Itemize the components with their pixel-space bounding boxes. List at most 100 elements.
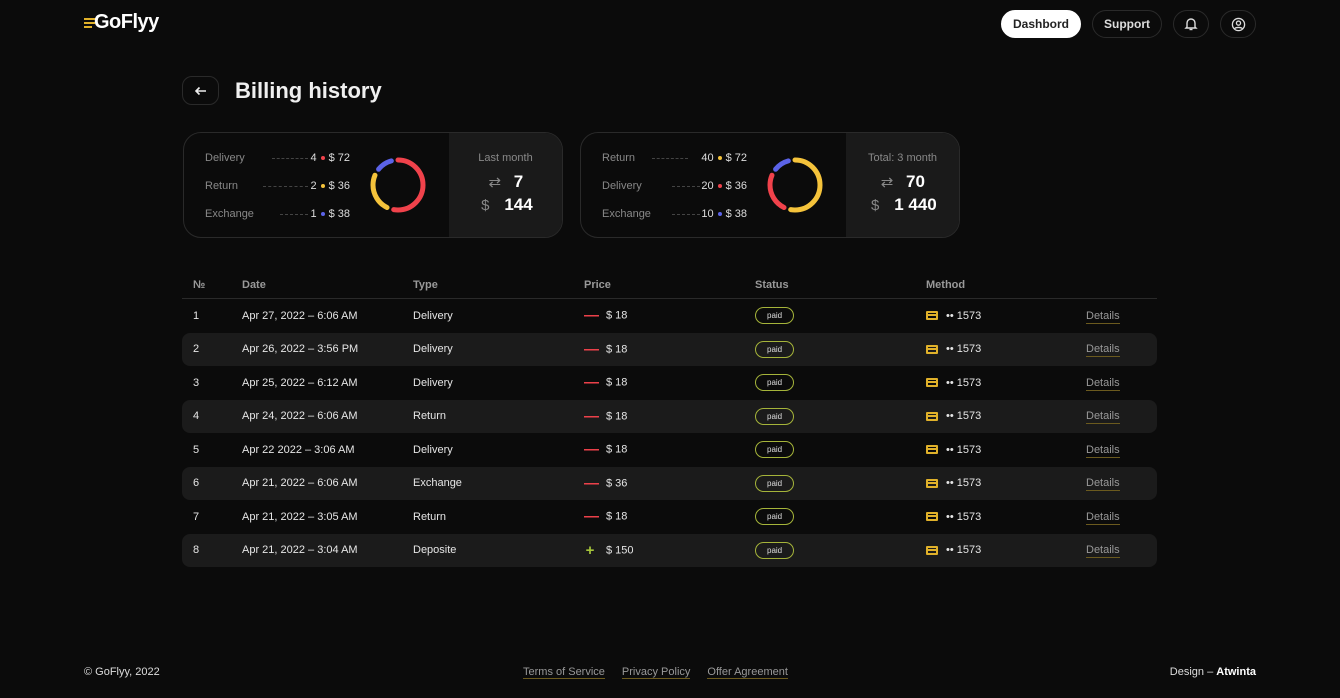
details-link[interactable]: Details bbox=[1086, 544, 1120, 559]
legend-label: Exchange bbox=[205, 208, 254, 220]
row-number: 7 bbox=[193, 510, 200, 523]
row-method: •• 1573 bbox=[946, 510, 982, 523]
details-link[interactable]: Details bbox=[1086, 343, 1120, 358]
legend-label: Return bbox=[205, 180, 239, 192]
row-type: Return bbox=[413, 399, 584, 433]
donut-segment bbox=[370, 157, 426, 213]
table-row: 3 Apr 25, 2022 – 6:12 AM Delivery — $ 18 … bbox=[182, 366, 1157, 400]
legend-label: Return bbox=[602, 152, 636, 164]
legend-item: Exchange 1 $ 38 bbox=[205, 208, 350, 222]
row-number: 1 bbox=[193, 309, 200, 322]
dashed-leader bbox=[263, 186, 308, 187]
details-link[interactable]: Details bbox=[1086, 309, 1120, 324]
dollar-icon: $ bbox=[481, 196, 490, 214]
support-button[interactable]: Support bbox=[1092, 10, 1162, 38]
row-price: $ 36 bbox=[606, 477, 628, 490]
details-link[interactable]: Details bbox=[1086, 410, 1120, 425]
status-badge: paid bbox=[755, 508, 795, 526]
row-price: $ 18 bbox=[606, 410, 628, 423]
row-type: Delivery bbox=[413, 332, 584, 366]
donut-chart bbox=[370, 157, 426, 213]
minus-icon: — bbox=[584, 340, 599, 358]
details-link[interactable]: Details bbox=[1086, 510, 1120, 525]
offer-link[interactable]: Offer Agreement bbox=[707, 666, 788, 679]
top-nav: Dashbord Support bbox=[1000, 10, 1256, 38]
dashed-leader bbox=[672, 214, 700, 215]
details-link[interactable]: Details bbox=[1086, 376, 1120, 391]
row-date: Apr 25, 2022 – 6:12 AM bbox=[242, 376, 358, 389]
row-date: Apr 22 2022 – 3:06 AM bbox=[242, 443, 355, 456]
legend-price: $ 38 bbox=[328, 208, 350, 220]
logo[interactable]: GoFlyy bbox=[84, 11, 159, 34]
design-credit[interactable]: Design – Atwinta bbox=[1169, 666, 1256, 678]
minus-icon: — bbox=[584, 307, 599, 325]
row-number: 8 bbox=[182, 533, 242, 567]
row-type: Delivery bbox=[413, 443, 453, 456]
row-type: Deposite bbox=[413, 533, 584, 567]
profile-button[interactable] bbox=[1220, 10, 1256, 38]
credit-card-icon bbox=[926, 545, 938, 555]
row-date: Apr 21, 2022 – 3:04 AM bbox=[242, 533, 413, 567]
row-method: •• 1573 bbox=[946, 443, 982, 456]
notifications-button[interactable] bbox=[1173, 10, 1209, 38]
credit-card-icon bbox=[926, 512, 938, 522]
legend-count: 2 bbox=[310, 180, 317, 192]
legend-price: $ 38 bbox=[725, 208, 747, 220]
order-count: 70 bbox=[906, 172, 925, 191]
col-status: Status bbox=[755, 270, 926, 299]
credit-card-icon bbox=[926, 411, 938, 421]
user-circle-icon bbox=[1231, 17, 1245, 31]
credit-card-icon bbox=[926, 445, 938, 455]
legend-item: Delivery 20 $ 36 bbox=[602, 180, 747, 194]
row-date: Apr 24, 2022 – 6:06 AM bbox=[242, 399, 413, 433]
row-number: 4 bbox=[182, 399, 242, 433]
legend-price: $ 72 bbox=[328, 152, 350, 164]
terms-link[interactable]: Terms of Service bbox=[523, 666, 605, 679]
details-link[interactable]: Details bbox=[1086, 443, 1120, 458]
row-type: Return bbox=[413, 510, 447, 523]
row-price: $ 18 bbox=[606, 510, 628, 523]
legend-count: 1 bbox=[310, 208, 317, 220]
row-method: •• 1573 bbox=[946, 343, 982, 356]
legend-label: Delivery bbox=[602, 180, 642, 192]
table-header: № Date Type Price Status Method bbox=[182, 270, 1157, 299]
credit-card-icon bbox=[926, 311, 938, 321]
privacy-link[interactable]: Privacy Policy bbox=[621, 666, 691, 679]
credit-card-icon bbox=[926, 344, 938, 354]
dashboard-button[interactable]: Dashbord bbox=[1000, 10, 1081, 38]
col-price: Price bbox=[584, 270, 755, 299]
row-method: •• 1573 bbox=[946, 410, 982, 423]
footer-links: Terms of Service Privacy Policy Offer Ag… bbox=[523, 666, 788, 679]
table-row: 4 Apr 24, 2022 – 6:06 AM Return — $ 18 pa… bbox=[182, 399, 1157, 433]
row-price: $ 18 bbox=[606, 443, 628, 456]
legend-dot bbox=[320, 156, 325, 160]
col-actions bbox=[1086, 270, 1157, 299]
row-type: Delivery bbox=[413, 309, 453, 322]
status-badge: paid bbox=[755, 441, 795, 459]
legend-dot bbox=[717, 184, 722, 188]
details-link[interactable]: Details bbox=[1086, 477, 1120, 492]
row-method: •• 1573 bbox=[946, 477, 982, 490]
legend-label: Exchange bbox=[602, 208, 651, 220]
legend-item: Delivery 4 $ 72 bbox=[205, 152, 350, 166]
table-row: 8 Apr 21, 2022 – 3:04 AM Deposite + $ 150… bbox=[182, 533, 1157, 567]
dashed-leader bbox=[652, 158, 688, 159]
order-count: 7 bbox=[513, 172, 524, 191]
legend-dot bbox=[320, 212, 325, 216]
col-method: Method bbox=[926, 270, 1086, 299]
dashed-leader bbox=[280, 214, 308, 215]
table-row: 6 Apr 21, 2022 – 6:06 AM Exchange — $ 36 … bbox=[182, 466, 1157, 500]
status-badge: paid bbox=[755, 407, 795, 425]
copyright: © GoFlyy, 2022 bbox=[84, 666, 160, 678]
table-row: 7 Apr 21, 2022 – 3:05 AM Return — $ 18 pa… bbox=[182, 500, 1157, 534]
period-label: Total: 3 month bbox=[867, 152, 938, 164]
row-price: $ 150 bbox=[606, 544, 634, 557]
legend-price: $ 72 bbox=[725, 152, 747, 164]
table-row: 5 Apr 22 2022 – 3:06 AM Delivery — $ 18 p… bbox=[182, 433, 1157, 467]
dollar-icon: $ bbox=[871, 196, 880, 214]
period-label: Last month bbox=[478, 152, 533, 164]
legend-dot bbox=[717, 212, 722, 216]
back-button[interactable] bbox=[182, 76, 219, 105]
row-method: •• 1573 bbox=[946, 544, 982, 557]
row-method: •• 1573 bbox=[946, 376, 982, 389]
